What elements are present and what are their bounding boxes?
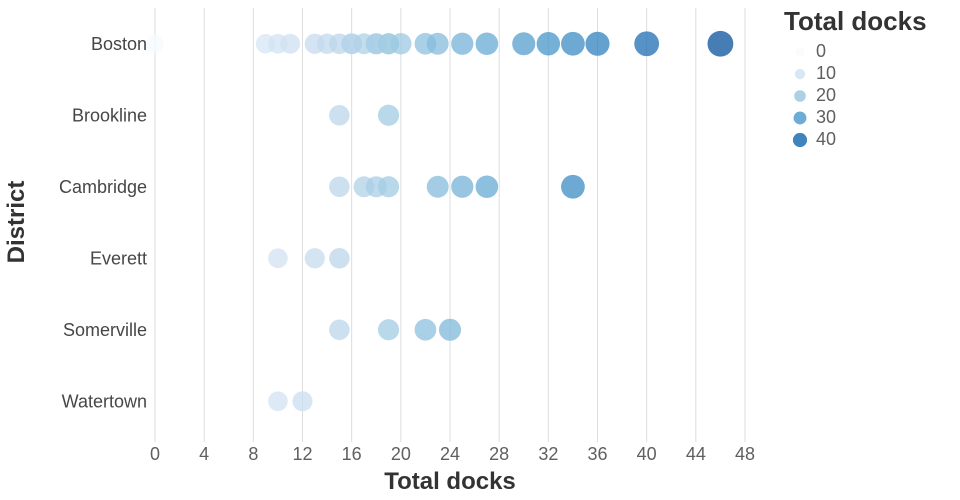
y-category-label: Everett — [90, 248, 147, 268]
legend-value-label: 30 — [816, 107, 836, 127]
data-point — [414, 318, 437, 341]
data-point — [329, 176, 350, 198]
data-point — [475, 32, 499, 56]
legend-value-label: 0 — [816, 41, 826, 61]
y-axis-title: District — [3, 181, 30, 264]
legend-title: Total docks — [784, 6, 927, 36]
data-point — [426, 32, 449, 55]
data-point — [561, 174, 585, 199]
data-point — [292, 391, 313, 412]
data-point — [475, 175, 499, 199]
legend-value-label: 10 — [816, 63, 836, 83]
legend-swatch — [792, 132, 808, 148]
gridlines — [154, 8, 746, 442]
data-point — [329, 104, 350, 126]
data-point — [438, 318, 462, 341]
data-point — [512, 32, 536, 56]
x-tick-label: 20 — [391, 444, 411, 464]
x-tick-label: 0 — [150, 444, 160, 464]
data-points — [146, 30, 734, 412]
legend-swatch — [793, 111, 807, 125]
x-tick-label: 16 — [342, 444, 362, 464]
y-category-label: Watertown — [62, 391, 147, 411]
x-tick-label: 28 — [489, 444, 509, 464]
x-tick-label: 8 — [248, 444, 258, 464]
legend-swatch — [794, 68, 806, 80]
data-point — [377, 319, 400, 341]
x-tick-label: 24 — [440, 444, 460, 464]
y-category-label: Boston — [91, 34, 147, 54]
x-tick-label: 40 — [637, 444, 657, 464]
x-tick-label: 44 — [686, 444, 706, 464]
x-axis-ticks: 0 4 8 12 16 20 24 28 32 36 40 44 48 — [150, 444, 755, 464]
data-point — [585, 31, 610, 56]
x-tick-label: 48 — [735, 444, 755, 464]
data-point — [304, 248, 325, 269]
y-axis-labels: Boston Brookline Cambridge Everett Somervill… — [59, 34, 147, 412]
data-point — [536, 32, 561, 56]
y-category-label: Cambridge — [59, 177, 147, 197]
data-point — [329, 247, 350, 269]
data-point — [634, 31, 660, 57]
data-point — [451, 175, 474, 198]
data-point — [451, 32, 474, 55]
legend-swatch — [794, 90, 806, 102]
legend-value-label: 20 — [816, 85, 836, 105]
y-category-label: Brookline — [72, 105, 147, 125]
x-tick-label: 12 — [292, 444, 312, 464]
x-tick-label: 36 — [587, 444, 607, 464]
x-tick-label: 4 — [199, 444, 209, 464]
data-point — [329, 319, 350, 341]
y-category-label: Somerville — [63, 320, 147, 340]
data-point — [146, 34, 164, 53]
legend-value-label: 40 — [816, 129, 836, 149]
data-point — [280, 33, 301, 54]
data-point — [377, 176, 400, 198]
data-point — [390, 33, 412, 55]
legend-swatch — [795, 47, 805, 57]
data-point — [707, 30, 734, 57]
data-point — [377, 104, 400, 126]
data-point — [268, 391, 288, 412]
x-axis-title: Total docks — [384, 468, 516, 495]
data-point — [561, 31, 585, 56]
x-tick-label: 32 — [538, 444, 558, 464]
data-point — [268, 248, 288, 269]
data-point — [426, 175, 449, 198]
